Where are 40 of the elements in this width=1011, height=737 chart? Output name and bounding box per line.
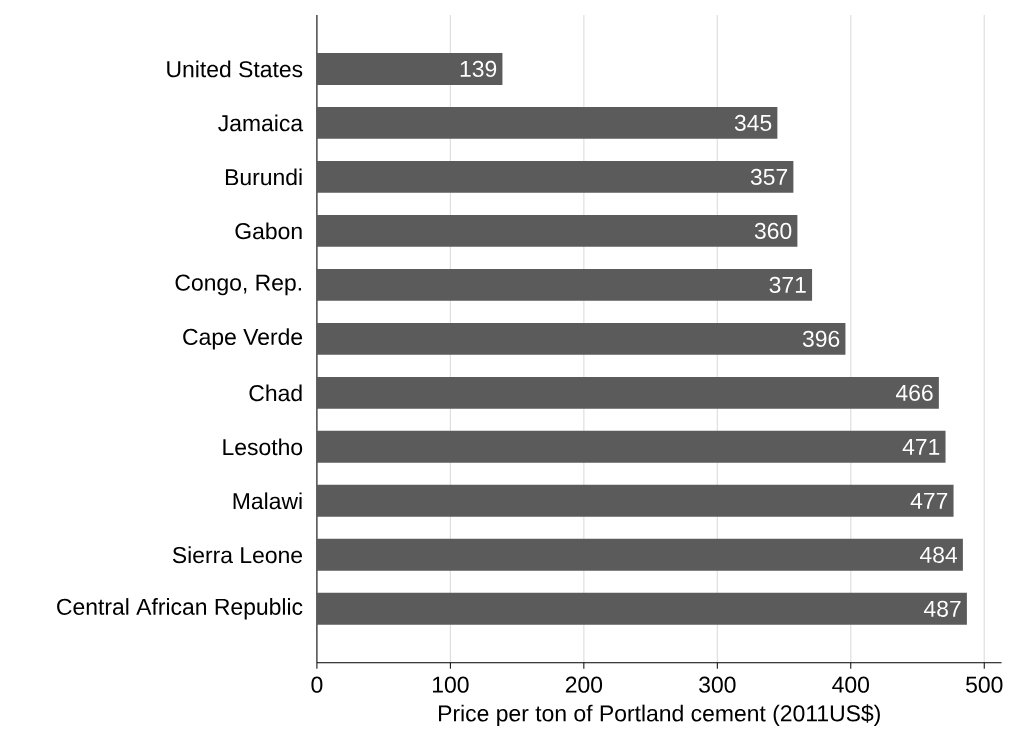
data-label: 345 — [734, 114, 772, 131]
data-label: 371 — [769, 276, 806, 293]
data-label: 484 — [919, 546, 958, 563]
bar — [316, 322, 846, 355]
y-tick-label: Chad — [249, 384, 302, 402]
data-label: 487 — [924, 600, 961, 617]
x-tick-label: 0 — [311, 676, 323, 693]
x-tick-label: 200 — [565, 676, 603, 693]
y-tick-label: Cape Verde — [183, 327, 303, 350]
x-tick-label: 300 — [699, 676, 736, 693]
data-label: 396 — [802, 330, 840, 347]
data-label: 471 — [902, 438, 940, 455]
x-tick-label: 400 — [832, 676, 870, 693]
bar — [316, 106, 778, 139]
data-label: 477 — [910, 492, 948, 509]
y-tick-label: Gabon — [235, 222, 302, 240]
bar — [316, 214, 798, 247]
y-tick-label: Malawi — [233, 492, 302, 509]
x-tick-label: 500 — [966, 676, 1003, 693]
x-tick-label: 100 — [433, 676, 469, 693]
bar — [316, 52, 503, 85]
bar — [316, 592, 967, 625]
bar — [316, 160, 794, 193]
bar — [316, 376, 939, 409]
data-label: 360 — [754, 222, 792, 239]
y-tick-label: United States — [167, 60, 303, 78]
y-tick-label: Central African Republic — [57, 597, 303, 620]
bar — [316, 538, 963, 571]
y-tick-label: Sierra Leone — [172, 546, 303, 563]
bar — [316, 430, 946, 463]
x-axis-title: Price per ton of Portland cement (2011US$) — [439, 704, 880, 726]
y-tick-label: Congo, Rep. — [175, 274, 301, 296]
data-label: 139 — [460, 60, 497, 77]
y-tick-label: Jamaica — [218, 114, 304, 132]
data-label: 466 — [895, 384, 933, 401]
data-label: 357 — [750, 168, 788, 185]
bar — [316, 268, 813, 301]
y-tick-label: Burundi — [225, 168, 302, 186]
bar — [316, 484, 954, 517]
y-tick-label: Lesotho — [223, 438, 303, 455]
